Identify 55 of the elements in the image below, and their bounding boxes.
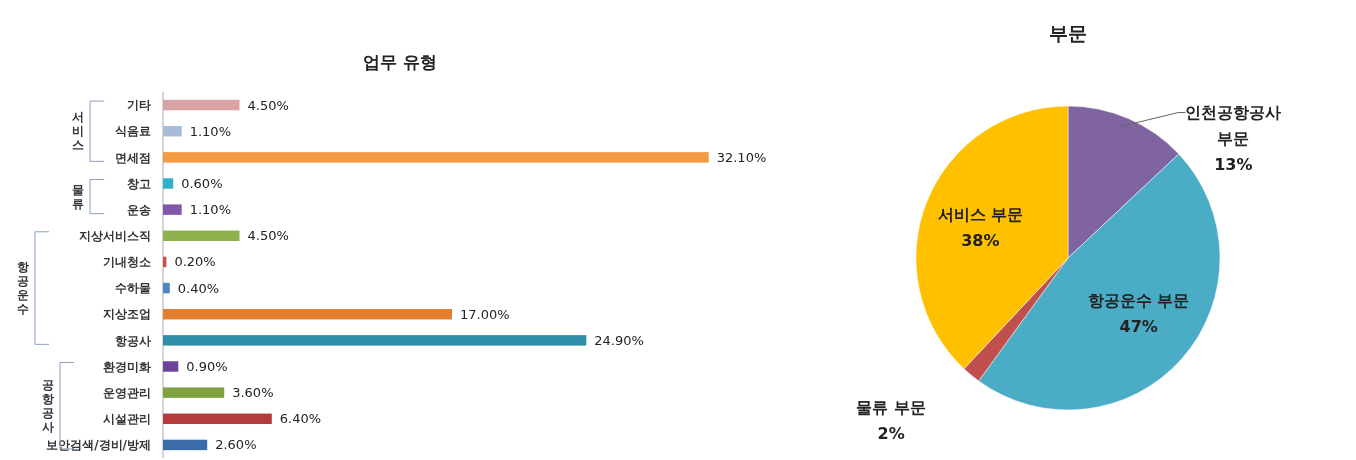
- data-label: 4.50%: [247, 228, 289, 244]
- y-tick-label: 항공사: [115, 333, 151, 348]
- bar: [163, 152, 709, 163]
- bar: [163, 99, 240, 111]
- y-tick-label: 지상서비스직: [79, 228, 151, 243]
- data-label: 2%: [877, 423, 905, 443]
- slice-label: 서비스 부문: [937, 204, 1024, 224]
- data-label: 2.60%: [215, 437, 257, 453]
- chart-title: 부문: [1049, 22, 1087, 44]
- data-label: 6.40%: [279, 411, 322, 427]
- chart-title: 업무 유형: [363, 52, 437, 72]
- y-tick-label: 기타: [127, 98, 151, 113]
- bar: [163, 282, 170, 294]
- y-tick-label: 운송: [127, 202, 151, 217]
- y-tick-label: 수하물: [115, 281, 151, 296]
- data-label: 4.50%: [247, 97, 289, 113]
- bar: [163, 204, 182, 215]
- bar: [163, 387, 225, 398]
- y-tick-label: 창고: [127, 176, 151, 191]
- y-tick-label: 운영관리: [103, 385, 151, 400]
- text: 서비스: [72, 110, 84, 153]
- data-label: 0.60%: [181, 176, 223, 192]
- data-label: 1.10%: [189, 202, 232, 218]
- data-label: 1.10%: [189, 123, 232, 139]
- bar: [163, 308, 452, 320]
- bar: [163, 125, 182, 137]
- y-tick-label: 시설관리: [103, 411, 151, 426]
- y-tick-label: 보안검색/경비/방제: [46, 438, 151, 453]
- data-label: 0.90%: [186, 359, 228, 375]
- data-label: 0.40%: [177, 280, 220, 296]
- bar: [163, 439, 208, 451]
- y-tick-label: 면세점: [115, 150, 151, 165]
- data-label: 24.90%: [594, 332, 644, 348]
- text: 항공운수: [17, 260, 29, 317]
- slice-label: 인천공항공사 부문: [1185, 103, 1282, 149]
- data-label: 32.10%: [716, 149, 767, 165]
- y-tick-label: 기내청소: [103, 255, 151, 270]
- slice-label: 물류 부문: [856, 397, 926, 417]
- y-tick-label: 식음료: [115, 124, 151, 139]
- bar: [163, 361, 179, 372]
- data-label: 3.60%: [232, 385, 274, 401]
- data-label: 17.00%: [460, 306, 510, 322]
- data-label: 47%: [1119, 316, 1158, 336]
- data-label: 13%: [1214, 155, 1253, 175]
- bar: [163, 335, 587, 346]
- y-tick-label: 지상조업: [103, 307, 151, 322]
- bar: [163, 413, 272, 425]
- y-tick-label: 환경미화: [103, 359, 151, 374]
- data-label: 0.20%: [174, 254, 216, 270]
- slice-label: 항공운수 부문: [1087, 290, 1190, 310]
- text: 공항공사: [42, 377, 54, 434]
- bar: [163, 178, 174, 189]
- bar: [163, 230, 240, 242]
- data-label: 38%: [961, 230, 1000, 250]
- text: 물류: [72, 182, 84, 211]
